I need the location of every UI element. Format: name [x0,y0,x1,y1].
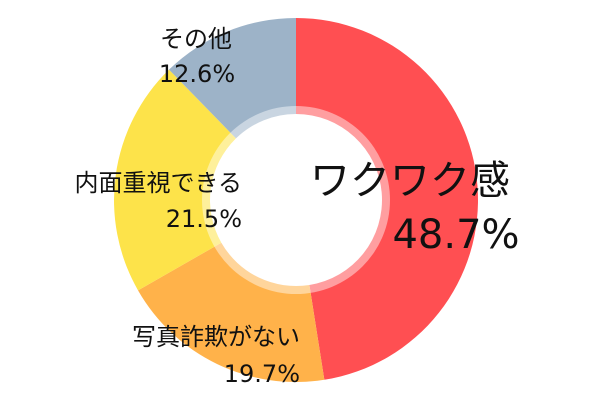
donut-segment [296,18,478,380]
donut-segment [138,242,325,382]
category-label: 内面重視できる [74,169,242,197]
hole [214,118,378,282]
donut-segment [113,69,236,291]
value-label: 12.6% [159,60,235,88]
value-label: 19.7% [224,360,300,388]
category-label: ワクワク感 [310,158,510,204]
category-label: その他 [160,25,232,53]
value-label: 48.7% [392,212,519,258]
donut-segment [168,18,296,139]
category-label: 写真詐欺がない [132,323,300,351]
value-label: 21.5% [166,205,242,233]
